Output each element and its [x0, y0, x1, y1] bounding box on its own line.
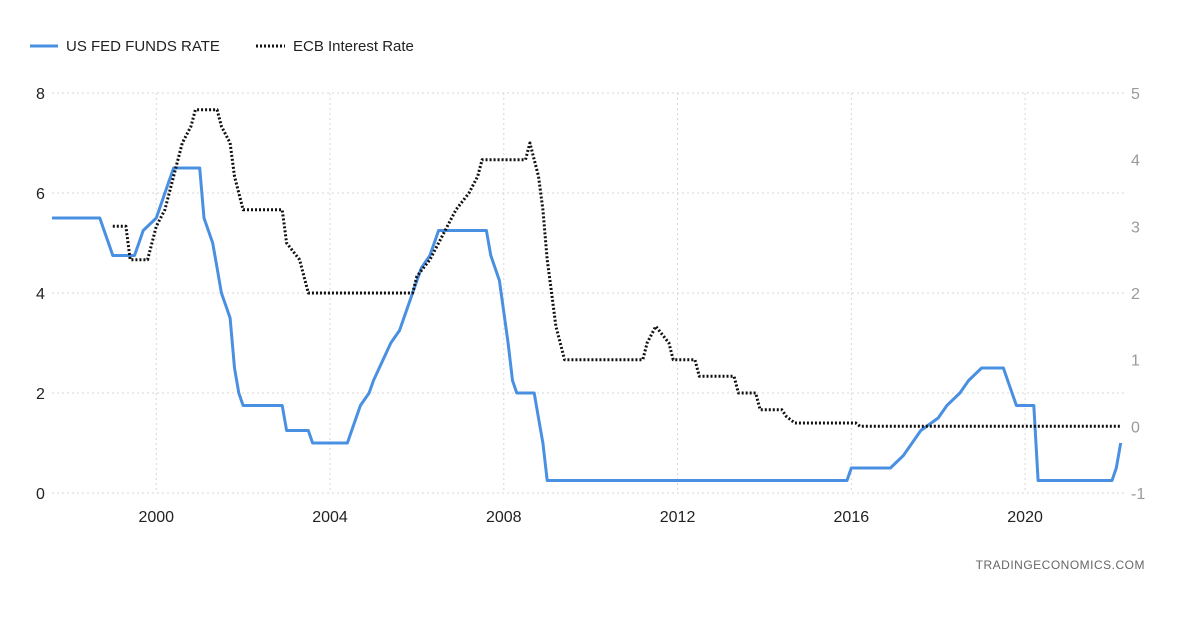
y-right-tick-label: 1 [1131, 353, 1140, 370]
x-tick-label: 2020 [1007, 509, 1043, 526]
x-tick-label: 2000 [138, 509, 174, 526]
y-axis-right: -1 0 1 2 3 4 5 [1131, 86, 1145, 503]
y-right-tick-label: 2 [1131, 286, 1140, 303]
watermark: TRADINGECONOMICS.COM [976, 558, 1145, 572]
y-right-tick-label: 3 [1131, 219, 1140, 236]
legend: US FED FUNDS RATE ECB Interest Rate [30, 38, 414, 55]
y-left-tick-label: 0 [36, 486, 45, 503]
legend-label-ecb: ECB Interest Rate [293, 38, 414, 55]
y-right-tick-label: 5 [1131, 86, 1140, 103]
y-left-tick-label: 2 [36, 386, 45, 403]
x-axis: 2000 2004 2008 2012 2016 2020 [138, 509, 1043, 526]
series-line-ecb [112, 108, 1121, 428]
x-tick-label: 2004 [312, 509, 348, 526]
legend-label-us-fed: US FED FUNDS RATE [66, 38, 220, 55]
x-tick-label: 2008 [486, 509, 522, 526]
y-right-tick-label: -1 [1131, 486, 1145, 503]
series-layer [52, 108, 1123, 482]
y-left-tick-label: 4 [36, 286, 45, 303]
series-line-us-fed [52, 166, 1123, 482]
y-left-tick-label: 8 [36, 86, 45, 103]
x-tick-label: 2012 [660, 509, 696, 526]
y-left-tick-label: 6 [36, 186, 45, 203]
y-axis-left: 0 2 4 6 8 [36, 86, 45, 503]
x-tick-label: 2016 [834, 509, 870, 526]
y-right-tick-label: 4 [1131, 153, 1140, 170]
y-right-tick-label: 0 [1131, 419, 1140, 436]
plot-grid [52, 92, 1125, 494]
